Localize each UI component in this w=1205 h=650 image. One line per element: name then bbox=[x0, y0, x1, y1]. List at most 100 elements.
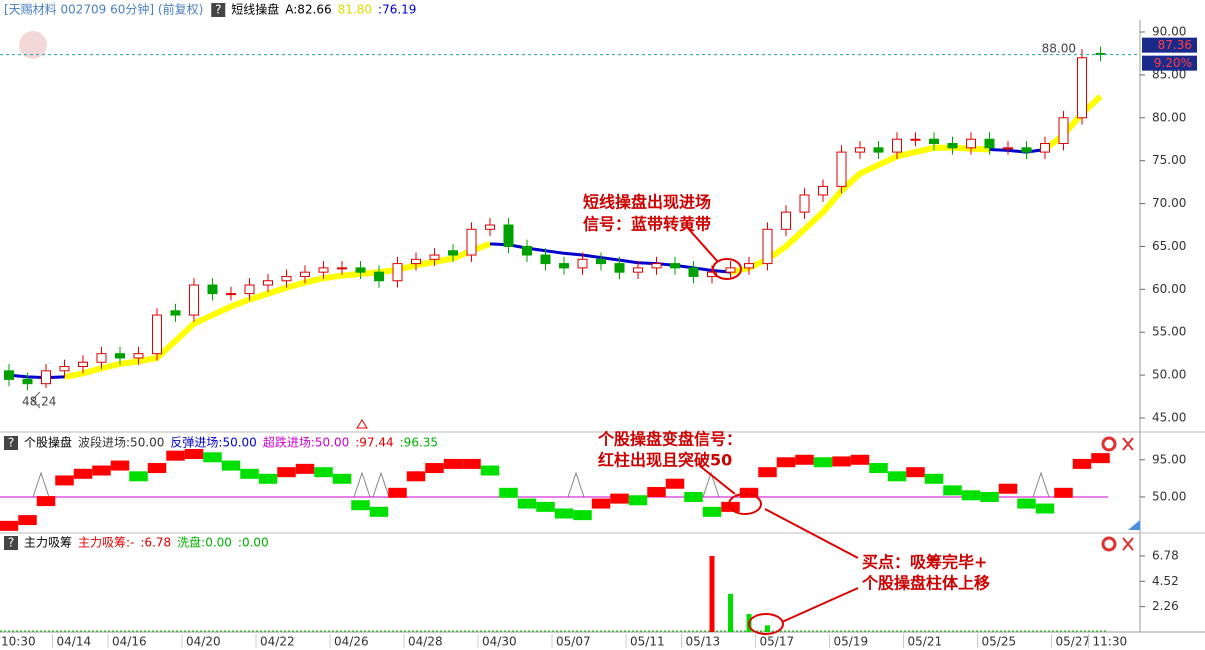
y-tick-label: 70.00 bbox=[1152, 196, 1186, 210]
annotation: 短线操盘出现进场 bbox=[583, 193, 711, 212]
y-tick-label: 2.26 bbox=[1152, 599, 1179, 613]
settings-icon[interactable] bbox=[1101, 436, 1117, 452]
candle-body bbox=[96, 353, 107, 363]
candle-body bbox=[947, 143, 958, 149]
header-item: 81.80 bbox=[338, 3, 372, 17]
x-tick-label: 04/26 bbox=[334, 635, 369, 649]
corner-icon bbox=[1128, 520, 1140, 530]
step-bar bbox=[795, 454, 814, 465]
x-tick-label: 10:30 bbox=[1, 635, 36, 649]
highlight-ellipse bbox=[748, 613, 784, 635]
help-mark: ? bbox=[215, 3, 221, 17]
step-bar bbox=[406, 471, 426, 482]
candle-body bbox=[411, 258, 421, 265]
candle-body bbox=[318, 267, 329, 273]
x-tick-label: 04/22 bbox=[260, 635, 295, 649]
step-bar bbox=[628, 495, 648, 506]
candle-body bbox=[596, 258, 606, 265]
candle-body bbox=[189, 284, 199, 316]
high-label: 88.00 bbox=[1042, 42, 1076, 56]
candle-body bbox=[540, 254, 551, 265]
help-box bbox=[4, 436, 18, 450]
triangle bbox=[567, 471, 585, 498]
bar bbox=[765, 625, 770, 632]
step-bar bbox=[314, 467, 333, 478]
x-tick-label: 04/14 bbox=[57, 635, 92, 649]
header-item: A:82.66 bbox=[285, 3, 331, 17]
y-tick-label: 50.00 bbox=[1152, 368, 1186, 382]
annotation: 信号：蓝带转黄带 bbox=[583, 215, 711, 234]
step-bar bbox=[36, 496, 56, 507]
candle-body bbox=[1003, 147, 1013, 150]
help-mark: ? bbox=[8, 436, 14, 450]
y-tick-label: 85.00 bbox=[1152, 67, 1186, 81]
header-item: 洗盘:0.00 bbox=[177, 535, 232, 550]
candle-body bbox=[873, 147, 884, 153]
candle-body bbox=[429, 254, 440, 260]
support-band bbox=[63, 94, 1103, 380]
step-bar bbox=[277, 467, 296, 478]
step-bar bbox=[295, 463, 315, 474]
step-bar bbox=[647, 487, 666, 497]
candle-body bbox=[466, 228, 477, 256]
step-bar bbox=[739, 487, 759, 498]
bar bbox=[709, 555, 715, 632]
close-icon[interactable] bbox=[1122, 537, 1134, 551]
header-item: :97.44 bbox=[355, 436, 393, 450]
step-bar bbox=[258, 473, 278, 484]
step-bar bbox=[73, 468, 93, 479]
settings-icon[interactable] bbox=[1101, 536, 1117, 552]
candle-body bbox=[78, 361, 88, 368]
candle-body bbox=[892, 138, 902, 153]
x-tick-label: 04/20 bbox=[186, 635, 221, 649]
step-bar bbox=[92, 465, 111, 476]
step-bar bbox=[147, 463, 167, 474]
step-bar bbox=[850, 454, 870, 465]
candle-body bbox=[41, 370, 51, 385]
logo bbox=[19, 31, 47, 59]
help-box bbox=[4, 536, 18, 550]
candle-body bbox=[688, 267, 699, 277]
step-bar bbox=[480, 465, 500, 476]
step-bar bbox=[536, 501, 555, 512]
signal-triangle bbox=[356, 419, 368, 429]
step-bar bbox=[388, 487, 407, 498]
candle-body bbox=[984, 138, 995, 149]
candle-body bbox=[133, 353, 144, 359]
step-bar bbox=[351, 500, 370, 511]
x-tick-label: 05/19 bbox=[834, 635, 869, 649]
step-bar bbox=[369, 506, 389, 517]
y-tick-label: 6.78 bbox=[1152, 548, 1179, 562]
candle-body bbox=[263, 280, 273, 286]
triangle bbox=[32, 471, 50, 498]
help-box bbox=[211, 3, 226, 17]
candle-body bbox=[818, 185, 828, 196]
candle-body bbox=[910, 138, 921, 141]
arrow bbox=[685, 225, 719, 263]
step-bar bbox=[55, 475, 74, 486]
arrow bbox=[764, 508, 859, 559]
candle-body bbox=[614, 263, 625, 273]
step-bar bbox=[610, 493, 629, 504]
header-item: :96.35 bbox=[400, 436, 438, 450]
candle-body bbox=[244, 284, 255, 295]
candle-body bbox=[374, 271, 384, 282]
step-bar bbox=[443, 458, 463, 469]
x-tick-label: 05/17 bbox=[760, 635, 795, 649]
annotation: 买点：吸筹完毕+ bbox=[862, 553, 987, 572]
step-bar bbox=[1054, 487, 1073, 498]
candle-body bbox=[781, 211, 791, 230]
step-bar bbox=[684, 491, 703, 502]
candle-body bbox=[1077, 57, 1087, 119]
bar bbox=[728, 593, 733, 632]
step-bar bbox=[517, 498, 537, 509]
change-tag-text: 9.20% bbox=[1154, 56, 1192, 70]
arrow bbox=[699, 465, 736, 495]
step-bar bbox=[166, 450, 185, 461]
candle-body bbox=[855, 147, 865, 153]
close-icon[interactable] bbox=[1122, 437, 1134, 451]
candle-body bbox=[577, 258, 588, 269]
step-bar bbox=[425, 463, 444, 474]
price-tag bbox=[1142, 37, 1197, 53]
candle-body bbox=[522, 245, 532, 256]
